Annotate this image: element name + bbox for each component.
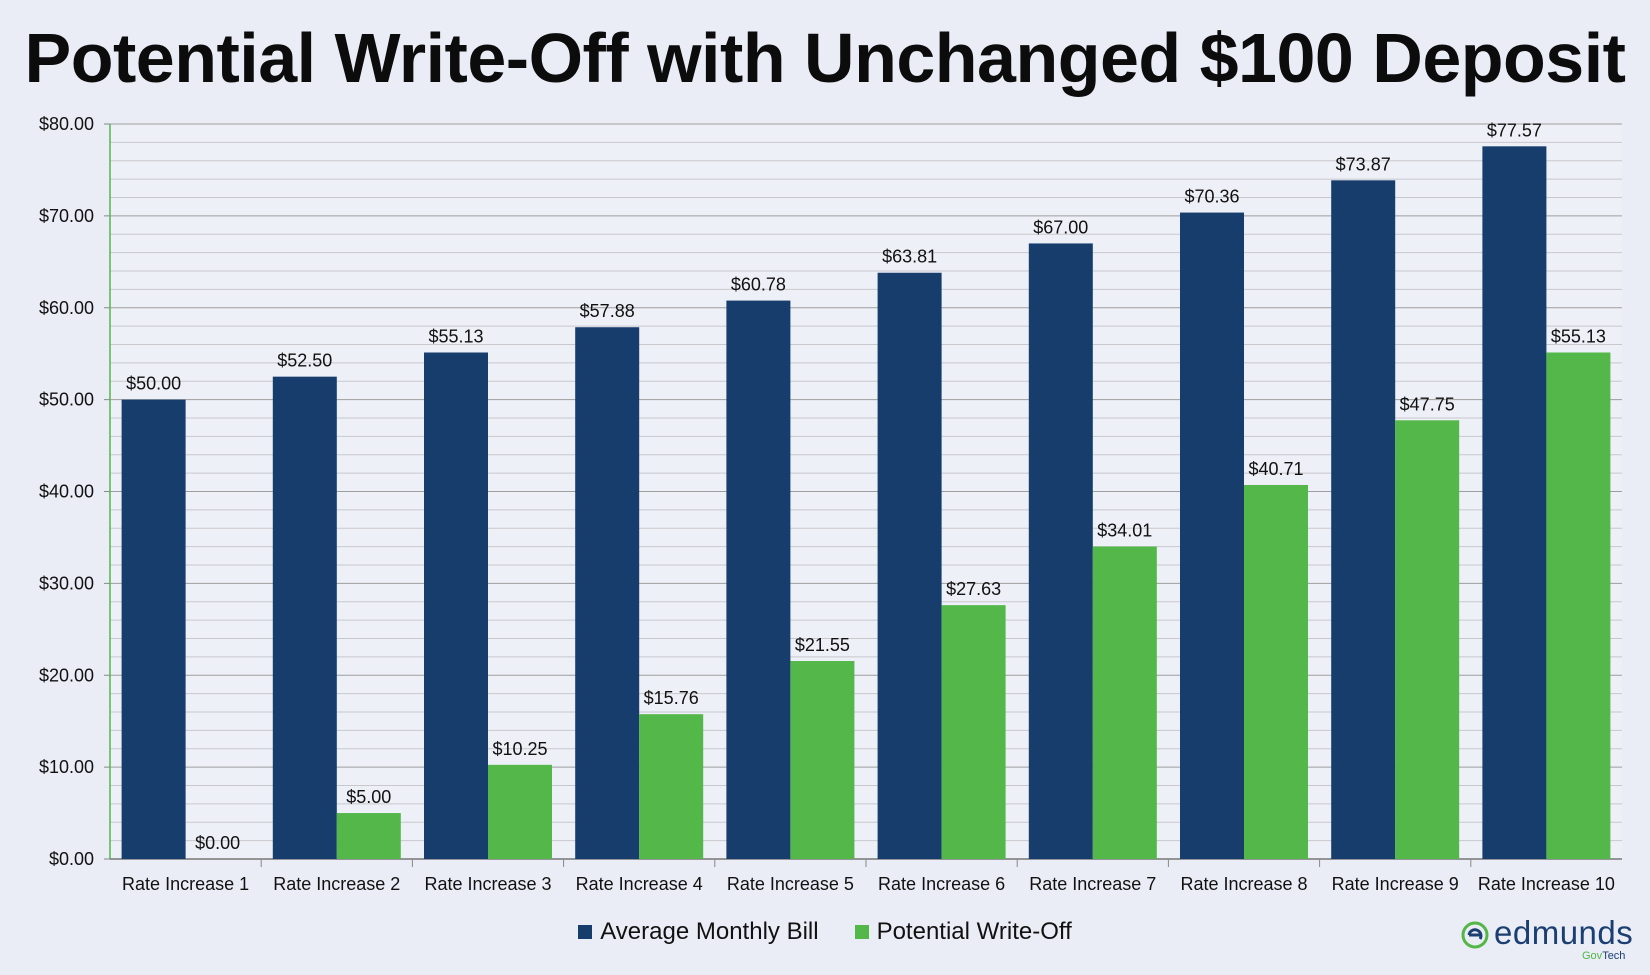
bar-average-monthly-bill [1482, 146, 1547, 859]
x-tick-label: Rate Increase 6 [878, 874, 1005, 894]
bar-average-monthly-bill [1028, 243, 1093, 859]
bar-potential-write-off [488, 764, 552, 859]
chart-title: Potential Write-Off with Unchanged $100 … [24, 19, 1626, 97]
y-tick-label: $80.00 [39, 114, 94, 134]
bar-average-monthly-bill [272, 376, 337, 859]
bar-potential-write-off [1244, 484, 1308, 859]
bar-average-monthly-bill [877, 272, 942, 860]
bar-chart: $0.00 $10.00 $20.00 $30.00 $40.00 $50.00 $60.0… [39, 114, 1622, 894]
bar-average-monthly-bill [1331, 180, 1396, 859]
x-tick-label: Rate Increase 9 [1332, 874, 1459, 894]
data-label: $52.50 [277, 351, 332, 371]
bar-potential-write-off [1546, 352, 1611, 859]
data-label: $47.75 [1400, 394, 1455, 414]
y-tick-label: $0.00 [49, 849, 94, 869]
x-tick-label: Rate Increase 4 [576, 874, 703, 894]
y-tick-label: $50.00 [39, 390, 94, 410]
legend-item-writeoff: Potential Write-Off [854, 918, 1072, 946]
bar-potential-write-off [1092, 546, 1157, 859]
data-label: $67.00 [1033, 217, 1088, 237]
data-label: $27.63 [946, 579, 1001, 599]
y-tick-label: $20.00 [39, 665, 94, 685]
x-tick-label: Rate Increase 2 [273, 874, 400, 894]
bar-potential-write-off [639, 714, 704, 859]
x-tick-label: Rate Increase 10 [1478, 874, 1615, 894]
data-label: $5.00 [346, 787, 391, 807]
data-label: $70.36 [1184, 187, 1239, 207]
data-label: $40.71 [1248, 459, 1303, 479]
x-tick-label: Rate Increase 3 [424, 874, 551, 894]
legend-swatch-bill [578, 925, 593, 939]
data-label: $77.57 [1487, 120, 1542, 140]
x-tick-label: Rate Increase 8 [1180, 874, 1307, 894]
bar-potential-write-off [790, 661, 855, 859]
x-tick-label: Rate Increase 7 [1029, 874, 1156, 894]
data-label: $15.76 [644, 688, 699, 708]
data-label: $0.00 [195, 833, 240, 853]
x-tick-label: Rate Increase 1 [122, 874, 249, 894]
data-label: $10.25 [492, 739, 547, 759]
y-tick-label: $60.00 [39, 298, 94, 318]
logo-subtitle: GovTech [1582, 950, 1625, 962]
legend-item-bill: Average Monthly Bill [578, 918, 819, 946]
data-label: $60.78 [731, 275, 786, 295]
x-tick-label: Rate Increase 5 [727, 874, 854, 894]
data-label: $21.55 [795, 635, 850, 655]
data-label: $63.81 [882, 247, 937, 267]
data-label: $57.88 [580, 301, 635, 321]
logo-sub-gov: Gov [1582, 950, 1603, 962]
data-label: $50.00 [126, 374, 181, 394]
legend: Average Monthly Bill Potential Write-Off [0, 918, 1650, 946]
edmunds-govtech-logo: edmunds GovTech [1460, 914, 1635, 968]
data-label: $73.87 [1336, 154, 1391, 174]
legend-label-bill: Average Monthly Bill [600, 918, 819, 945]
bar-average-monthly-bill [1180, 212, 1244, 859]
data-label: $55.13 [428, 326, 483, 346]
bar-average-monthly-bill [424, 352, 488, 859]
y-tick-label: $70.00 [39, 206, 94, 226]
legend-swatch-writeoff [854, 925, 869, 939]
bar-average-monthly-bill [121, 399, 186, 859]
bar-average-monthly-bill [726, 300, 791, 859]
y-tick-label: $30.00 [39, 573, 94, 593]
bar-potential-write-off [336, 813, 401, 859]
data-label: $55.13 [1551, 326, 1606, 346]
edmunds-logo-icon [1461, 921, 1489, 949]
bar-potential-write-off [1395, 420, 1460, 859]
y-tick-label: $40.00 [39, 482, 94, 502]
logo-wordmark: edmunds [1494, 914, 1634, 951]
logo-sub-tech: Tech [1602, 950, 1626, 962]
y-tick-label: $10.00 [39, 757, 94, 777]
bar-average-monthly-bill [575, 327, 640, 859]
bar-potential-write-off [941, 605, 1006, 859]
legend-label-writeoff: Potential Write-Off [876, 918, 1072, 945]
data-label: $34.01 [1097, 521, 1152, 541]
